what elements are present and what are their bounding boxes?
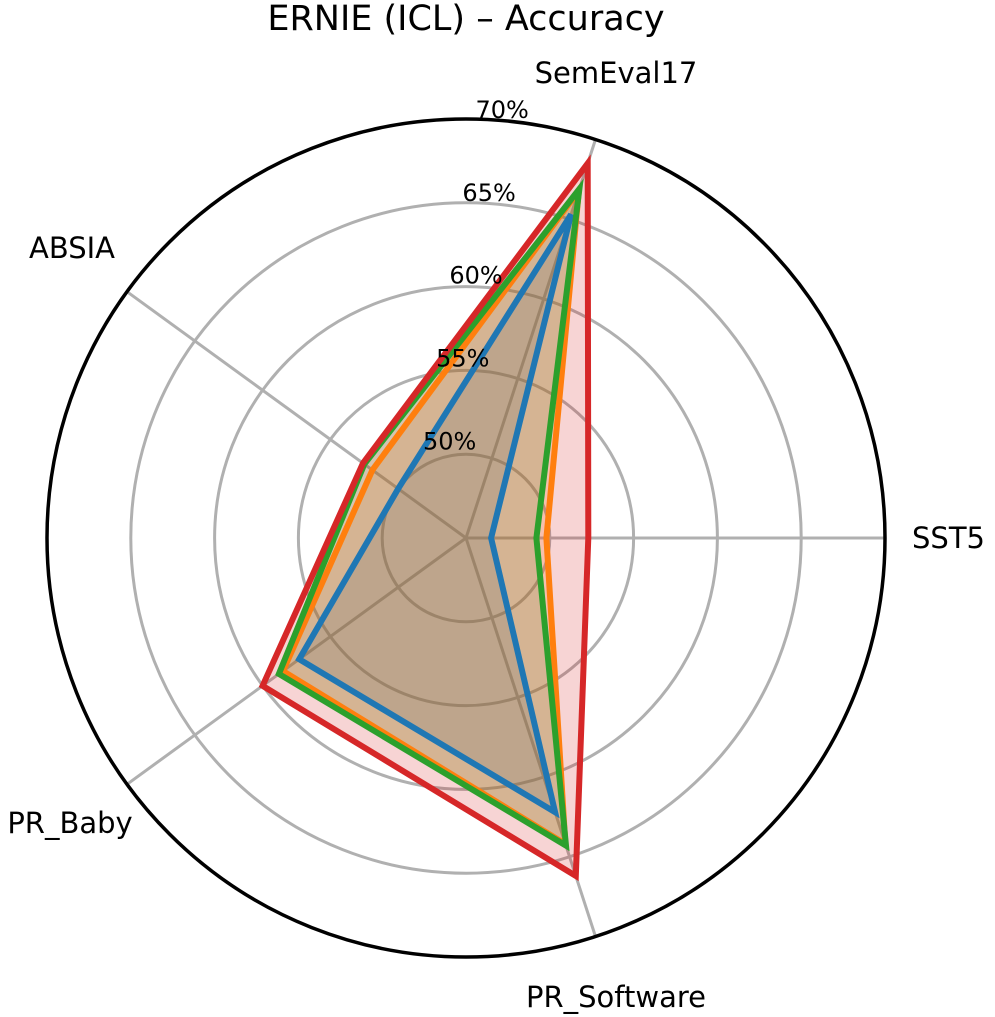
axis-label-absia: ABSIA [29,231,115,265]
series-fill-1 [283,190,579,844]
series-layer [258,154,592,882]
radial-tick-label: 55% [436,345,489,373]
grid-ring-55 [296,368,636,708]
radial-tick-label: 65% [462,179,515,207]
outer-ring [45,117,887,959]
axis-label-sst5: SST5 [912,521,985,555]
series-line-0 [295,212,575,819]
axis-label-semeval17: SemEval17 [535,56,698,90]
axis-label-pr-software: PR_Software [526,980,706,1014]
series-line-3 [258,154,592,882]
spoke-pr-baby [126,536,467,786]
spoke-absia [126,290,467,540]
grid-ring-50 [380,452,552,624]
grid-ring-60 [213,285,719,791]
series-fill-2 [278,188,580,846]
label-layer: 50% 55% 60% 65% 70%SemEval17 SST5 PR_Software P… [7,56,985,1014]
grid-layer [45,117,887,959]
axis-label-pr-baby: PR_Baby [7,806,132,840]
spoke-semeval17 [464,139,597,539]
grid-ring-65 [129,201,803,875]
radial-tick-label: 70% [476,96,529,124]
series-fill-3 [262,163,589,876]
radial-tick-label: 50% [423,427,476,455]
series-fill-0 [299,214,572,813]
radial-tick-label: 60% [449,262,502,290]
chart-title: ERNIE (ICL) – Accuracy [267,0,664,39]
